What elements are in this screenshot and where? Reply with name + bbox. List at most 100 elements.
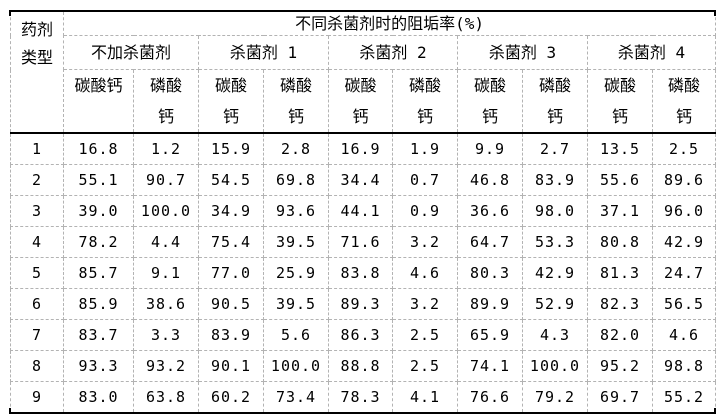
value-cell: 98.8 [651, 350, 717, 382]
value-cell: 3.3 [133, 319, 199, 351]
table-row: 3 39.0 100.0 34.9 93.6 44.1 0.9 36.6 98.0 37.1 96.… [10, 195, 717, 227]
value-cell: 100.0 [522, 350, 588, 382]
value-cell: 4.1 [392, 381, 458, 414]
sub-header-calcium-phosphate: 磷酸 钙 [522, 69, 588, 134]
value-cell: 3.2 [392, 226, 458, 258]
value-cell: 46.8 [457, 164, 523, 196]
value-cell: 4.6 [651, 319, 717, 351]
corner-tick [714, 10, 716, 16]
value-cell: 89.6 [651, 164, 717, 196]
value-cell: 2.7 [522, 132, 588, 165]
value-cell: 34.4 [328, 164, 393, 196]
value-cell: 80.8 [587, 226, 653, 258]
value-cell: 64.7 [457, 226, 523, 258]
header-row-subcolumns: 碳酸钙 磷酸 钙 碳酸 钙 磷酸 钙 碳酸 钙 磷酸 钙 碳酸 钙 磷酸 钙 碳… [11, 69, 717, 134]
value-cell: 25.9 [263, 257, 329, 289]
value-cell: 2.5 [392, 350, 458, 382]
value-cell: 76.6 [457, 381, 523, 414]
value-cell: 56.5 [651, 288, 717, 320]
value-cell: 89.3 [328, 288, 393, 320]
row-id: 4 [10, 226, 64, 258]
row-id: 9 [10, 381, 64, 414]
row-id: 6 [10, 288, 64, 320]
table-row: 1 16.8 1.2 15.9 2.8 16.9 1.9 9.9 2.7 13.5 2.5 [10, 132, 717, 165]
group-header-bactericide-3: 杀菌剂 3 [457, 35, 588, 70]
corner-tick [714, 408, 716, 414]
value-cell: 78.3 [328, 381, 393, 414]
value-cell: 15.9 [198, 132, 264, 165]
corner-tick [9, 10, 11, 16]
value-cell: 69.7 [587, 381, 653, 414]
value-cell: 42.9 [522, 257, 588, 289]
value-cell: 39.5 [263, 288, 329, 320]
value-cell: 83.9 [198, 319, 264, 351]
value-cell: 79.2 [522, 381, 588, 414]
value-cell: 100.0 [133, 195, 199, 227]
value-cell: 24.7 [651, 257, 717, 289]
table-row: 5 85.7 9.1 77.0 25.9 83.8 4.6 80.3 42.9 81.3 24.7 [10, 257, 717, 289]
sub-header-calcium-carbonate: 碳酸 钙 [587, 69, 653, 134]
value-cell: 83.0 [63, 381, 134, 414]
value-cell: 77.0 [198, 257, 264, 289]
value-cell: 86.3 [328, 319, 393, 351]
scale-inhibition-table: 药剂 类型 不同杀菌剂时的阻垢率(%) 不加杀菌剂 杀菌剂 1 杀菌剂 2 杀菌… [9, 10, 717, 414]
group-header-bactericide-1: 杀菌剂 1 [198, 35, 329, 70]
value-cell: 63.8 [133, 381, 199, 414]
value-cell: 96.0 [651, 195, 717, 227]
group-header-bactericide-4: 杀菌剂 4 [586, 35, 717, 70]
value-cell: 0.7 [392, 164, 458, 196]
value-cell: 98.0 [522, 195, 588, 227]
value-cell: 80.3 [457, 257, 523, 289]
value-cell: 44.1 [328, 195, 393, 227]
value-cell: 55.2 [651, 381, 717, 414]
value-cell: 93.6 [263, 195, 329, 227]
value-cell: 78.2 [63, 226, 134, 258]
row-id: 1 [10, 132, 64, 165]
header-row-title: 药剂 类型 不同杀菌剂时的阻垢率(%) [10, 10, 717, 134]
sub-header-calcium-phosphate: 磷酸 钙 [263, 69, 329, 134]
sub-header-calcium-carbonate: 碳酸钙 [63, 69, 134, 134]
value-cell: 9.9 [457, 132, 523, 165]
table-row: 6 85.9 38.6 90.5 39.5 89.3 3.2 89.9 52.9 82.3 56.5 [10, 288, 717, 320]
value-cell: 100.0 [263, 350, 329, 382]
value-cell: 1.9 [392, 132, 458, 165]
value-cell: 5.6 [263, 319, 329, 351]
table-body: 1 16.8 1.2 15.9 2.8 16.9 1.9 9.9 2.7 13.5 2.5 2 55.1… [10, 132, 717, 414]
value-cell: 60.2 [198, 381, 264, 414]
value-cell: 54.5 [198, 164, 264, 196]
value-cell: 82.0 [587, 319, 653, 351]
value-cell: 42.9 [651, 226, 717, 258]
value-cell: 16.9 [328, 132, 393, 165]
sub-header-calcium-carbonate: 碳酸 钙 [198, 69, 264, 134]
table-title: 不同杀菌剂时的阻垢率(%) [62, 10, 717, 36]
value-cell: 9.1 [133, 257, 199, 289]
value-cell: 93.2 [133, 350, 199, 382]
value-cell: 38.6 [133, 288, 199, 320]
sub-header-calcium-phosphate: 磷酸 钙 [392, 69, 458, 134]
value-cell: 89.9 [457, 288, 523, 320]
value-cell: 55.1 [63, 164, 134, 196]
value-cell: 83.9 [522, 164, 588, 196]
value-cell: 85.7 [63, 257, 134, 289]
corner-header-drug-type: 药剂 类型 [10, 10, 64, 134]
data-table: 药剂 类型 不同杀菌剂时的阻垢率(%) 不加杀菌剂 杀菌剂 1 杀菌剂 2 杀菌… [10, 10, 717, 414]
table-row: 8 93.3 93.2 90.1 100.0 88.8 2.5 74.1 100.0 95.2 98… [10, 350, 717, 382]
value-cell: 2.5 [392, 319, 458, 351]
row-id: 3 [10, 195, 64, 227]
value-cell: 16.8 [63, 132, 134, 165]
row-id: 8 [10, 350, 64, 382]
value-cell: 73.4 [263, 381, 329, 414]
value-cell: 83.7 [63, 319, 134, 351]
value-cell: 82.3 [587, 288, 653, 320]
value-cell: 69.8 [263, 164, 329, 196]
row-id: 2 [10, 164, 64, 196]
row-id: 5 [10, 257, 64, 289]
value-cell: 90.1 [198, 350, 264, 382]
corner-tick [9, 408, 11, 414]
value-cell: 39.0 [63, 195, 134, 227]
value-cell: 36.6 [457, 195, 523, 227]
value-cell: 3.2 [392, 288, 458, 320]
value-cell: 4.4 [133, 226, 199, 258]
value-cell: 2.8 [263, 132, 329, 165]
value-cell: 4.3 [522, 319, 588, 351]
